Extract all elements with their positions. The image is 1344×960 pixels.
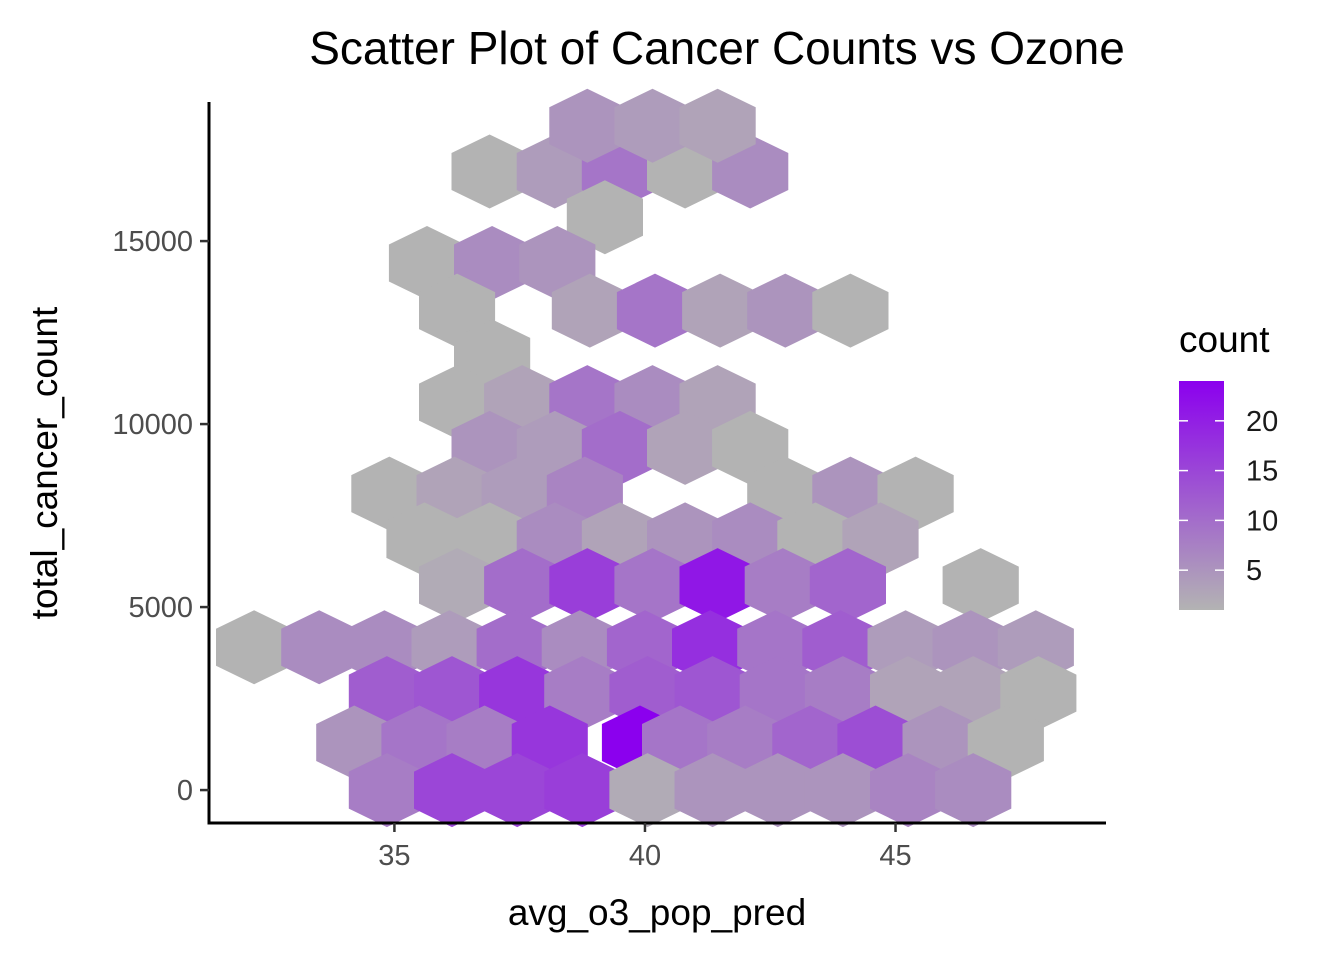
x-axis-ticks: 35 40 45: [378, 823, 912, 872]
chart-title: Scatter Plot of Cancer Counts vs Ozone: [309, 22, 1125, 74]
legend: count 5 10 15 20: [1179, 319, 1278, 610]
hex-bin: [935, 656, 1012, 731]
legend-tick-label: 5: [1246, 555, 1262, 587]
hex-bin: [614, 88, 691, 163]
x-tick-label: 45: [879, 840, 911, 872]
hex-bin: [674, 656, 751, 731]
hex-bin: [870, 753, 947, 828]
legend-title: count: [1179, 319, 1270, 360]
legend-tick-label: 20: [1246, 406, 1278, 438]
hex-bin: [935, 753, 1012, 828]
hex-bin: [804, 656, 881, 731]
y-tick-label: 15000: [112, 226, 193, 258]
hex-bin: [419, 548, 496, 623]
hex-bin: [414, 656, 491, 731]
legend-tick-label: 15: [1246, 456, 1278, 488]
hex-bin: [566, 180, 643, 255]
hex-bin: [549, 548, 626, 623]
x-tick-label: 40: [629, 840, 661, 872]
hex-bin: [479, 753, 556, 828]
hex-bin: [682, 273, 759, 348]
hex-bin: [647, 410, 724, 485]
hex-bin: [544, 656, 621, 731]
hex-bin: [739, 656, 816, 731]
hex-bin: [614, 548, 691, 623]
hex-bin: [549, 88, 626, 163]
hex-bin: [739, 753, 816, 828]
legend-tick-label: 10: [1246, 505, 1278, 537]
hex-bin: [451, 134, 528, 209]
hex-bin: [870, 656, 947, 731]
legend-colorbar: [1179, 381, 1224, 610]
hex-bin: [484, 548, 561, 623]
y-tick-label: 5000: [128, 592, 193, 624]
hex-bin: [414, 753, 491, 828]
y-axis-ticks: 0 5000 10000 15000: [112, 226, 209, 807]
hex-bin: [216, 610, 293, 685]
x-tick-label: 35: [378, 840, 410, 872]
y-axis-title: total_cancer_count: [24, 306, 65, 619]
hex-bin: [609, 753, 686, 828]
hex-bin: [804, 753, 881, 828]
hex-bin: [942, 548, 1019, 623]
legend-ticks: 5 10 15 20: [1179, 406, 1278, 587]
x-axis-title: avg_o3_pop_pred: [508, 892, 806, 933]
hex-bin: [348, 656, 425, 731]
hex-bin: [348, 753, 425, 828]
hex-bin: [812, 273, 889, 348]
y-tick-label: 10000: [112, 409, 193, 441]
hex-bin: [674, 753, 751, 828]
hex-bin: [809, 548, 886, 623]
hex-bin: [281, 610, 358, 685]
hex-bin: [616, 273, 694, 348]
y-tick-label: 0: [177, 775, 193, 807]
hex-bin: [544, 753, 621, 828]
hex-bin: [1000, 656, 1077, 731]
hex-bin: [679, 548, 756, 623]
hex-bin: [479, 656, 556, 731]
hexbin-layer: [216, 88, 1077, 828]
hex-bin: [744, 548, 821, 623]
hex-bin: [747, 273, 824, 348]
hex-bin: [551, 273, 628, 348]
hex-bin: [679, 88, 756, 163]
